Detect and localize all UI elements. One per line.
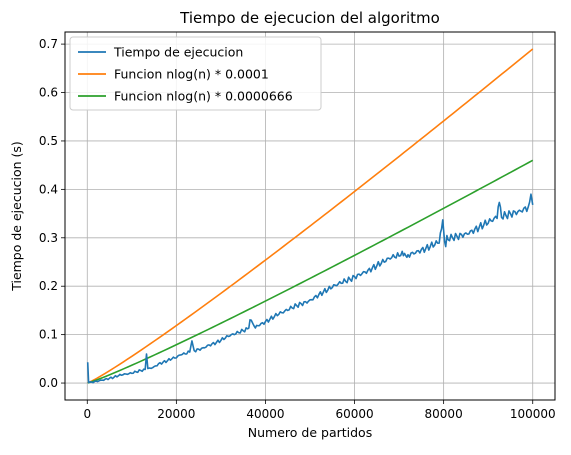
legend-label: Tiempo de ejecucion bbox=[113, 45, 243, 60]
x-tick-label: 40000 bbox=[246, 407, 284, 421]
y-tick-label: 0.3 bbox=[39, 231, 58, 245]
x-tick-label: 80000 bbox=[425, 407, 463, 421]
x-tick-label: 20000 bbox=[157, 407, 195, 421]
legend-label: Funcion nlog(n) * 0.0000666 bbox=[114, 89, 293, 104]
legend: Tiempo de ejecucion Funcion nlog(n) * 0.0… bbox=[69, 36, 322, 111]
x-tick-label: 0 bbox=[83, 407, 91, 421]
y-tick-label: 0.0 bbox=[39, 376, 58, 390]
y-tick-label: 0.2 bbox=[39, 279, 58, 293]
plot-frame bbox=[64, 31, 556, 401]
x-axis-label: Numero de partidos bbox=[248, 425, 372, 440]
y-tick-label: 0.1 bbox=[39, 328, 58, 342]
y-tick-label: 0.7 bbox=[39, 37, 58, 51]
series-line-2 bbox=[87, 159, 534, 384]
y-axis-label: Tiempo de ejecucion (s) bbox=[9, 141, 24, 292]
y-tick-label: 0.5 bbox=[39, 134, 58, 148]
x-tick-label: 100000 bbox=[510, 407, 556, 421]
series-line-0 bbox=[86, 193, 534, 384]
y-tick-label: 0.4 bbox=[39, 182, 58, 196]
legend-label: Funcion nlog(n) * 0.0001 bbox=[114, 67, 269, 82]
y-tick-label: 0.6 bbox=[39, 86, 58, 100]
x-tick-label: 60000 bbox=[335, 407, 373, 421]
chart-title: Tiempo de ejecucion del algoritmo bbox=[179, 9, 440, 27]
legend-box bbox=[69, 36, 322, 111]
series-line-1 bbox=[87, 48, 534, 384]
ticks: 0 20000 40000 60000 80000 100000 0.0 0.1 0.2 0.3 0… bbox=[39, 37, 556, 421]
series-layer bbox=[86, 48, 534, 384]
